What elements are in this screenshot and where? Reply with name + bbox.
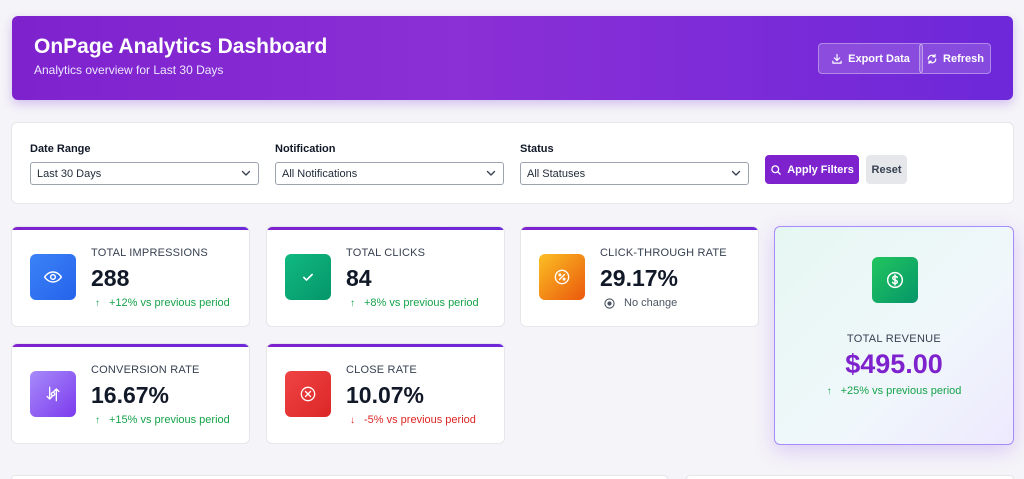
close-rate-value: 10.07%: [346, 382, 425, 408]
impressions-label: TOTAL IMPRESSIONS: [91, 247, 208, 259]
date-range-select[interactable]: Last 30 Days: [30, 162, 259, 185]
revenue-label: TOTAL REVENUE: [846, 333, 942, 345]
close-rate-trend: ↓ -5% vs previous period: [350, 414, 476, 426]
conversion-label: CONVERSION RATE: [91, 364, 200, 376]
apply-filters-button[interactable]: Apply Filters: [765, 155, 859, 184]
status-value: All Statuses: [527, 167, 586, 180]
notification-value: All Notifications: [282, 167, 358, 180]
conversion-trend-text: +15% vs previous period: [109, 414, 230, 426]
ctr-label: CLICK-THROUGH RATE: [600, 247, 727, 259]
chevron-down-icon: [486, 170, 496, 176]
arrow-up-icon: ↑: [350, 297, 355, 309]
export-data-label: Export Data: [848, 52, 910, 65]
refresh-button[interactable]: Refresh: [919, 43, 991, 74]
refresh-icon: [927, 53, 937, 64]
ctr-trend-text: No change: [624, 297, 678, 309]
page-subtitle: Analytics overview for Last 30 Days: [34, 63, 224, 77]
check-icon: [285, 254, 331, 300]
clicks-trend: ↑ +8% vs previous period: [350, 297, 479, 309]
arrow-up-icon: ↑: [826, 386, 832, 397]
bottom-panel-right: [686, 475, 1014, 479]
ctr-trend: No change: [604, 297, 677, 309]
record-icon: [604, 297, 615, 309]
ctr-card: CLICK-THROUGH RATE 29.17% No change: [520, 226, 759, 327]
apply-filters-label: Apply Filters: [787, 163, 854, 176]
percent-icon: [539, 254, 585, 300]
close-rate-trend-text: -5% vs previous period: [364, 414, 476, 426]
arrow-down-icon: ↓: [350, 414, 355, 426]
export-data-button[interactable]: Export Data: [818, 43, 923, 74]
revenue-trend: ↑ +25% vs previous period: [775, 385, 1013, 397]
conversion-value: 16.67%: [91, 382, 170, 408]
revenue-trend-text: +25% vs previous period: [840, 385, 962, 397]
ctr-value: 29.17%: [600, 265, 679, 291]
exchange-icon: [30, 371, 76, 417]
clicks-value: 84: [346, 265, 372, 291]
impressions-trend: ↑ +12% vs previous period: [95, 297, 230, 309]
conversion-card: CONVERSION RATE 16.67% ↑ +15% vs previou…: [11, 343, 250, 444]
impressions-trend-text: +12% vs previous period: [109, 297, 230, 309]
date-range-label: Date Range: [30, 143, 91, 155]
clicks-label: TOTAL CLICKS: [346, 247, 426, 259]
revenue-card: TOTAL REVENUE $495.00 ↑ +25% vs previous …: [774, 226, 1014, 445]
search-icon: [771, 164, 781, 175]
download-icon: [832, 53, 842, 64]
refresh-label: Refresh: [943, 52, 984, 65]
chevron-down-icon: [241, 170, 251, 176]
bottom-panel-left: [11, 475, 668, 479]
reset-button[interactable]: Reset: [866, 155, 907, 184]
impressions-value: 288: [91, 265, 130, 291]
page-title: OnPage Analytics Dashboard: [34, 35, 328, 58]
conversion-trend: ↑ +15% vs previous period: [95, 414, 230, 426]
notification-select[interactable]: All Notifications: [275, 162, 504, 185]
revenue-value: $495.00: [845, 349, 943, 379]
filter-panel: Date Range Last 30 Days Notification All…: [11, 122, 1014, 204]
date-range-value: Last 30 Days: [37, 167, 102, 180]
status-select[interactable]: All Statuses: [520, 162, 749, 185]
chevron-down-icon: [731, 170, 741, 176]
dashboard-header: OnPage Analytics Dashboard Analytics ove…: [12, 16, 1013, 100]
arrow-up-icon: ↑: [95, 414, 100, 426]
clicks-trend-text: +8% vs previous period: [364, 297, 479, 309]
notification-label: Notification: [275, 143, 336, 155]
x-circle-icon: [285, 371, 331, 417]
dollar-icon: [872, 257, 918, 303]
close-rate-card: CLOSE RATE 10.07% ↓ -5% vs previous peri…: [266, 343, 505, 444]
eye-icon: [30, 254, 76, 300]
clicks-card: TOTAL CLICKS 84 ↑ +8% vs previous period: [266, 226, 505, 327]
arrow-up-icon: ↑: [95, 297, 100, 309]
impressions-card: TOTAL IMPRESSIONS 288 ↑ +12% vs previous…: [11, 226, 250, 327]
close-rate-label: CLOSE RATE: [346, 364, 417, 376]
status-label: Status: [520, 143, 554, 155]
